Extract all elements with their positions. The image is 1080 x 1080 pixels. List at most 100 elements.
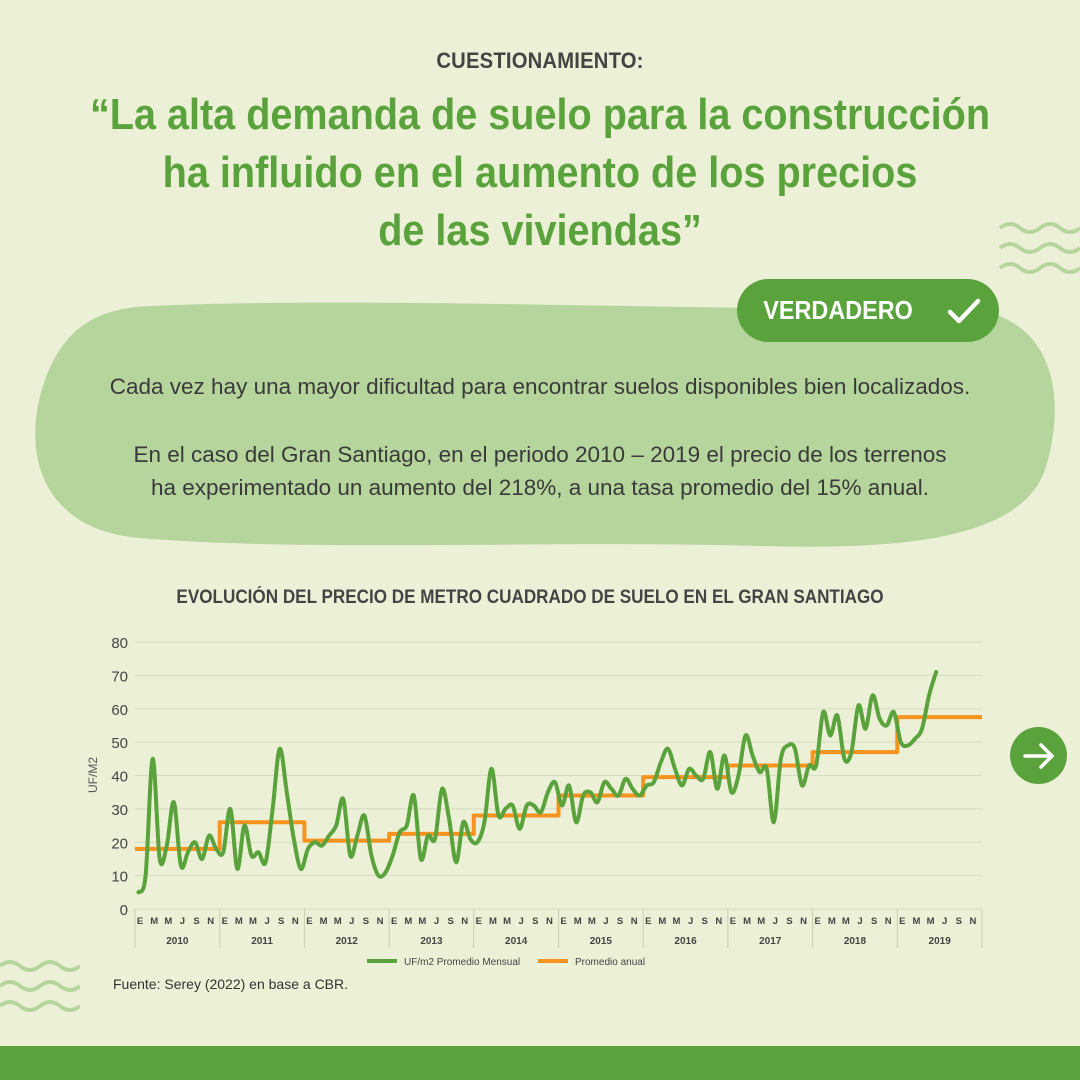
x-tick-year: 2017 (759, 936, 782, 947)
text-blob-background (35, 302, 1055, 547)
x-tick-month: J (857, 916, 862, 927)
x-tick-month: E (222, 916, 228, 927)
y-tick-label: 40 (111, 769, 128, 786)
x-tick-month: M (673, 916, 681, 927)
x-tick-year: 2014 (505, 936, 528, 947)
verdict-badge: VERDADERO (737, 279, 999, 342)
headline: “La alta demanda de suelo para la constr… (54, 86, 1026, 260)
x-tick-month: S (447, 916, 453, 927)
annual-average-line (135, 715, 982, 851)
headline-line-2: ha influido en el aumento de los precios (162, 148, 918, 197)
x-tick-month: N (546, 916, 553, 927)
x-tick-month: J (180, 916, 185, 927)
x-tick-month: N (461, 916, 468, 927)
x-tick-month: M (927, 916, 935, 927)
x-tick-month: S (786, 916, 792, 927)
checkmark-icon (947, 298, 981, 323)
x-tick-month: M (418, 916, 426, 927)
next-button[interactable] (1010, 727, 1067, 784)
x-tick-month: S (956, 916, 962, 927)
x-tick-month: S (532, 916, 538, 927)
x-tick-year: 2019 (929, 936, 952, 947)
x-tick-month: E (306, 916, 312, 927)
x-tick-month: M (150, 916, 158, 927)
x-tick-month: M (574, 916, 582, 927)
x-tick-month: E (560, 916, 566, 927)
x-tick-month: M (743, 916, 751, 927)
x-tick-month: E (899, 916, 905, 927)
headline-line-3: de las viviendas” (378, 206, 702, 255)
x-tick-month: M (249, 916, 257, 927)
x-tick-month: E (730, 916, 736, 927)
x-tick-month: N (292, 916, 299, 927)
x-tick-month: E (391, 916, 397, 927)
x-tick-month: N (715, 916, 722, 927)
x-tick-month: M (404, 916, 412, 927)
x-tick-month: J (603, 916, 608, 927)
kicker: CUESTIONAMIENTO: (436, 48, 644, 73)
x-tick-month: M (828, 916, 836, 927)
arrow-right-icon (1022, 742, 1054, 769)
x-tick-year: 2012 (336, 936, 359, 947)
footer-bar (0, 1046, 1080, 1080)
headline-line-1: “La alta demanda de suelo para la constr… (89, 90, 991, 139)
x-tick-month: M (503, 916, 511, 927)
x-tick-month: M (913, 916, 921, 927)
y-axis-label: UF/M2 (86, 757, 100, 793)
x-tick-month: S (363, 916, 369, 927)
x-tick-month: S (871, 916, 877, 927)
x-tick-month: J (434, 916, 439, 927)
body-paragraph-2: En el caso del Gran Santiago, en el peri… (60, 438, 1020, 504)
verdict-label: VERDADERO (763, 295, 913, 325)
x-tick-month: J (264, 916, 269, 927)
x-tick-year: 2010 (166, 936, 189, 947)
x-tick-month: N (800, 916, 807, 927)
x-tick-year: 2013 (420, 936, 443, 947)
x-tick-month: S (193, 916, 199, 927)
x-tick-month: S (702, 916, 708, 927)
x-tick-month: J (773, 916, 778, 927)
x-tick-month: M (658, 916, 666, 927)
x-tick-year: 2016 (674, 936, 697, 947)
body-paragraph-2-line-1: En el caso del Gran Santiago, en el peri… (133, 442, 947, 467)
source-note: Fuente: Serey (2022) en base a CBR. (113, 976, 349, 992)
x-tick-month: M (164, 916, 172, 927)
x-tick-month: J (519, 916, 524, 927)
y-tick-label: 10 (111, 869, 128, 886)
body-paragraph-1: Cada vez hay una mayor dificultad para e… (109, 374, 971, 399)
y-tick-label: 30 (111, 802, 128, 819)
y-tick-label: 0 (120, 902, 128, 919)
x-tick-month: E (137, 916, 143, 927)
y-tick-label: 20 (111, 835, 128, 852)
x-tick-month: E (814, 916, 820, 927)
legend-label-monthly: UF/m2 Promedio Mensual (404, 957, 520, 968)
y-tick-label: 80 (111, 635, 128, 652)
x-tick-month: M (757, 916, 765, 927)
x-tick-month: N (970, 916, 977, 927)
x-tick-year: 2015 (590, 936, 613, 947)
monthly-price-line (136, 670, 939, 895)
decorative-waves-right (998, 222, 1080, 274)
x-tick-month: N (207, 916, 214, 927)
x-tick-month: E (476, 916, 482, 927)
x-tick-month: M (842, 916, 850, 927)
y-tick-label: 70 (111, 668, 128, 685)
x-tick-month: M (489, 916, 497, 927)
x-tick-month: S (278, 916, 284, 927)
chart-title: EVOLUCIÓN DEL PRECIO DE METRO CUADRADO D… (176, 587, 884, 608)
x-tick-month: N (885, 916, 892, 927)
x-tick-year: 2011 (251, 936, 273, 947)
x-tick-month: M (588, 916, 596, 927)
x-tick-year: 2018 (844, 936, 867, 947)
x-tick-month: M (235, 916, 243, 927)
x-tick-month: N (377, 916, 384, 927)
decorative-waves-left (0, 960, 80, 1012)
x-tick-month: J (688, 916, 693, 927)
y-tick-label: 60 (111, 702, 128, 719)
x-tick-month: S (617, 916, 623, 927)
x-tick-month: M (334, 916, 342, 927)
legend-label-annual: Promedio anual (575, 957, 645, 968)
y-tick-label: 50 (111, 735, 128, 752)
x-tick-month: N (631, 916, 638, 927)
x-tick-month: J (942, 916, 947, 927)
